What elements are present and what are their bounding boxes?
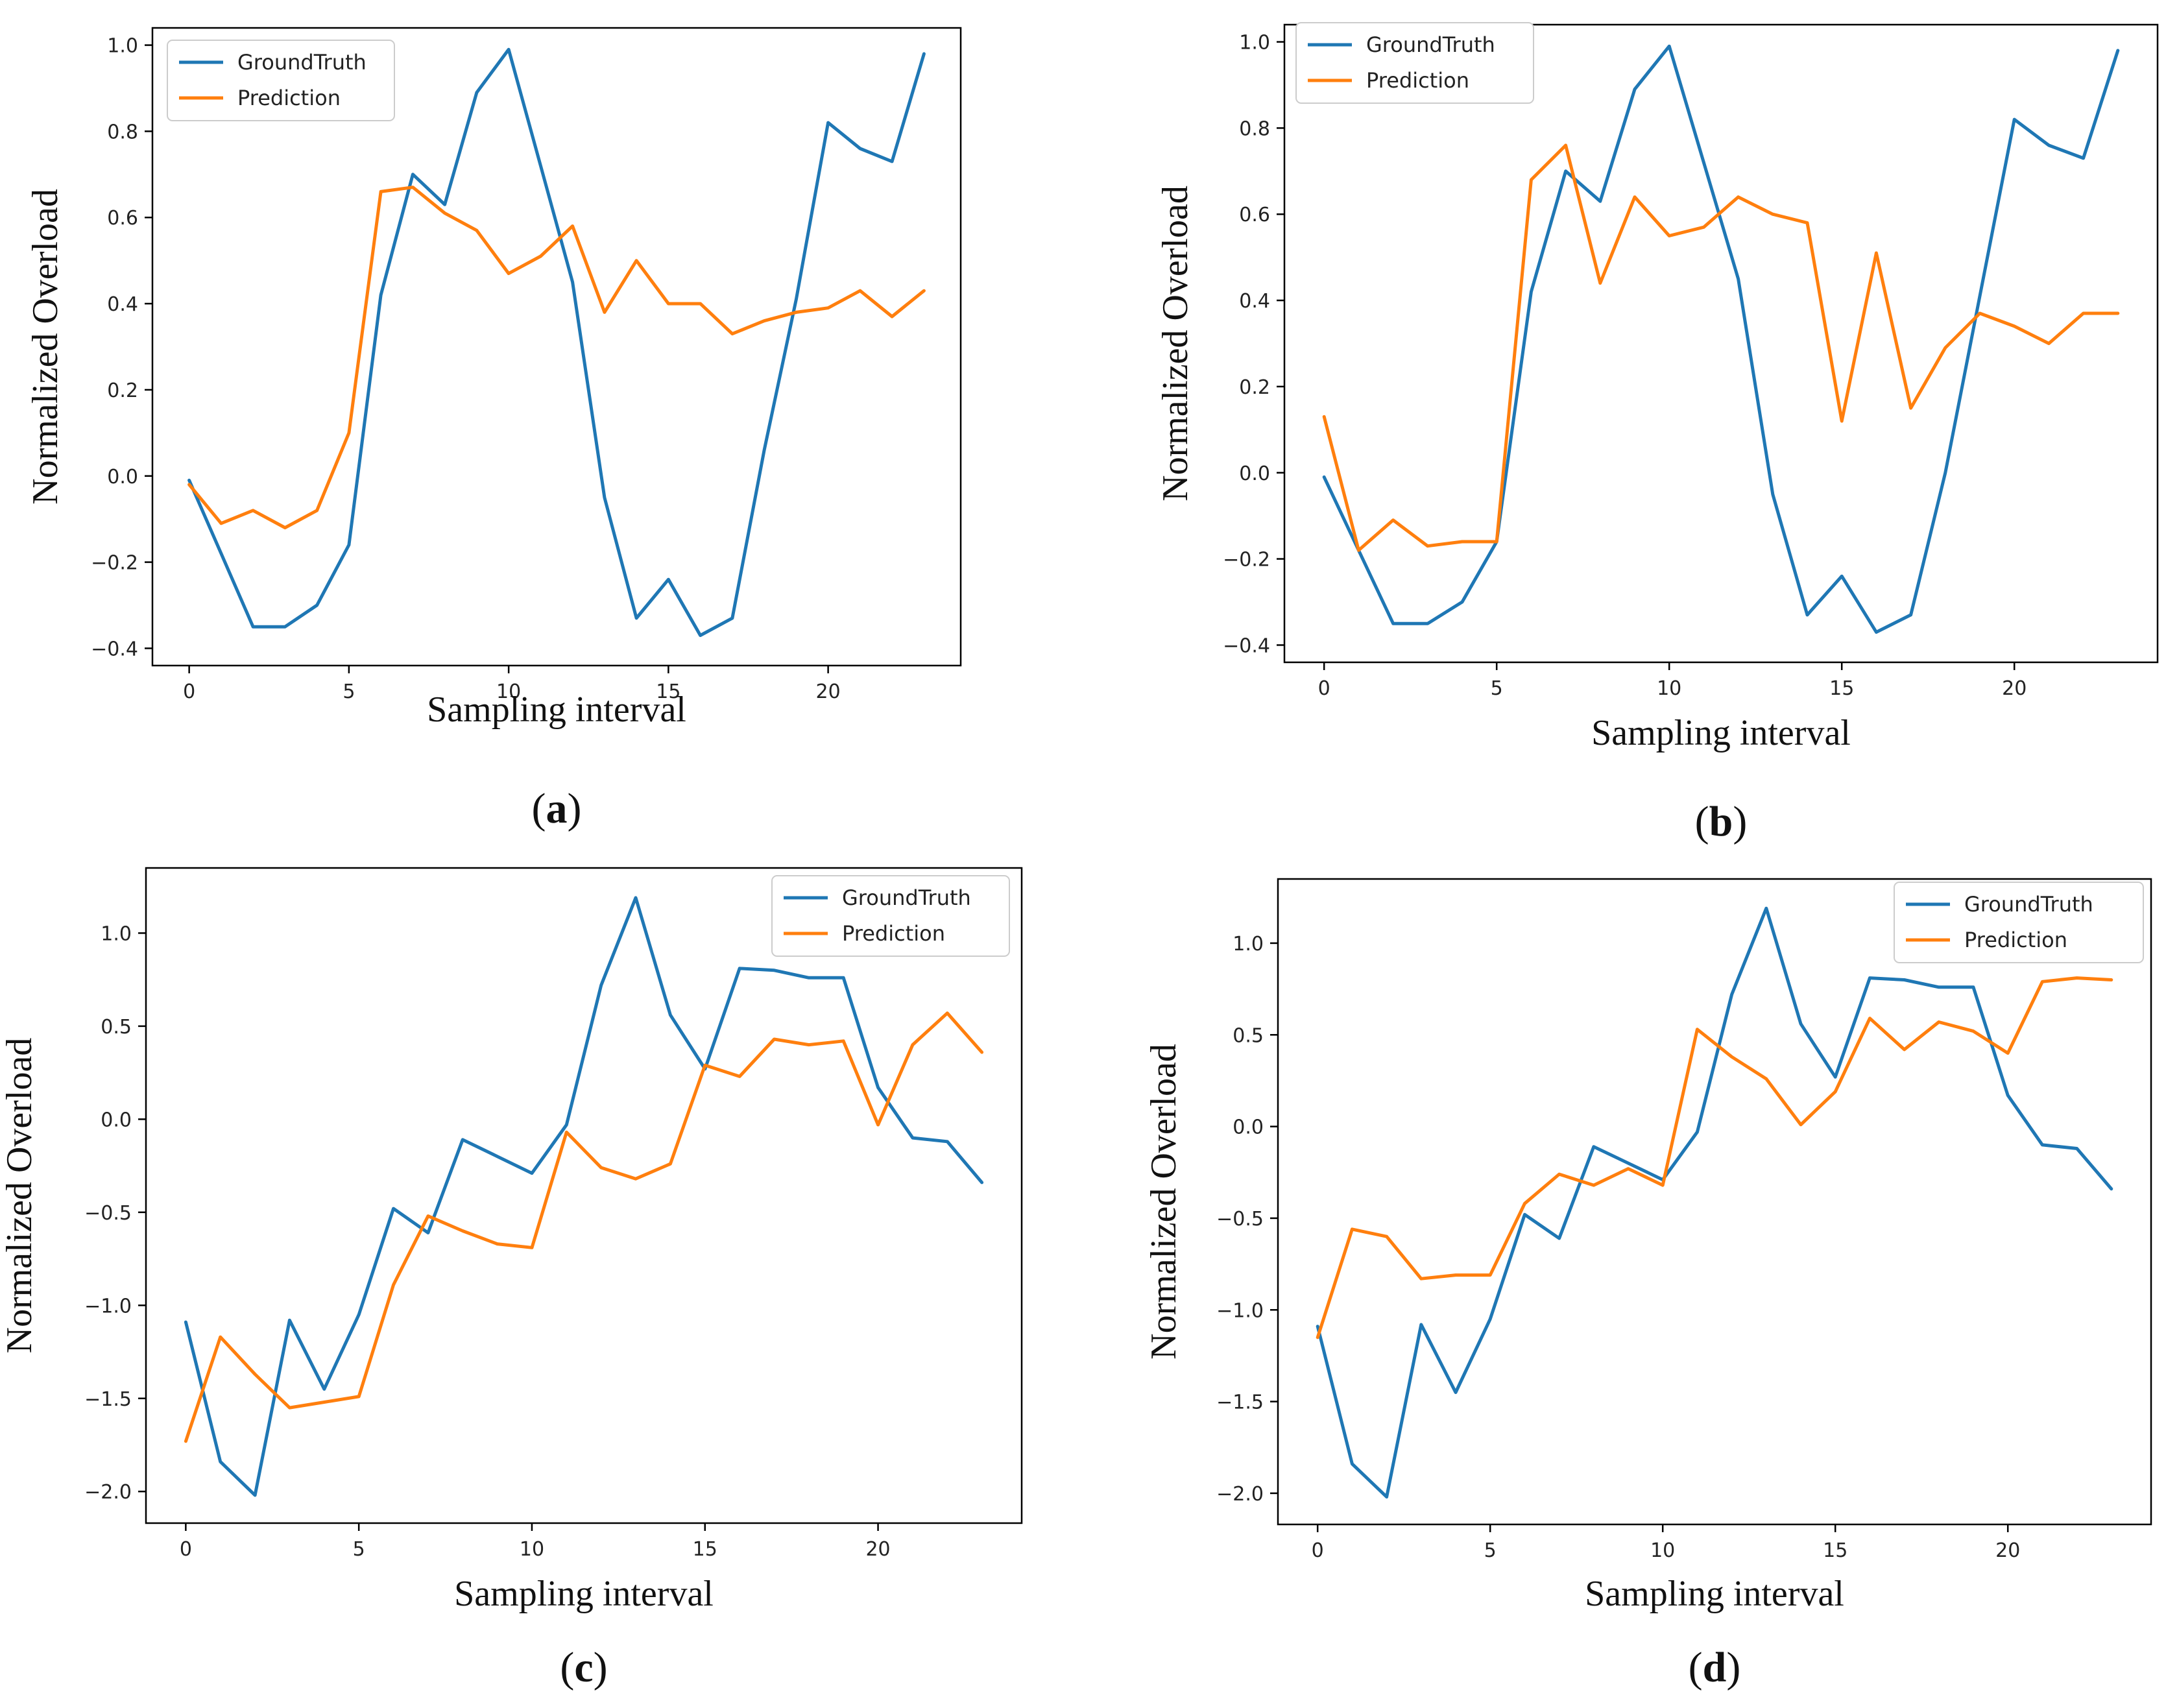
legend-box	[771, 875, 1010, 957]
series-line-prediction	[187, 186, 926, 529]
y-tick-label: 0.8	[107, 121, 138, 143]
y-axis-title: Normalized Overload	[1155, 186, 1196, 501]
y-tick-label: 0.5	[101, 1016, 132, 1039]
y-tick-label: 0.8	[1239, 117, 1270, 140]
x-tick-label: 10	[496, 680, 521, 703]
y-tick-label: −0.2	[91, 552, 138, 575]
y-tick-label: 0.0	[1233, 1116, 1264, 1139]
x-axis-title: Sampling interval	[454, 1574, 714, 1614]
y-tick-label: 0.0	[107, 466, 138, 488]
y-tick-label: −0.4	[91, 638, 138, 660]
legend: GroundTruth Prediction	[167, 40, 395, 121]
y-tick-label: −1.5	[1216, 1391, 1264, 1414]
x-tick-label: 20	[1995, 1539, 2020, 1562]
plot-frame	[145, 867, 1023, 1524]
legend-label-prediction: Prediction	[842, 921, 945, 946]
chart-panel-a: 0 5 10 15 20 −0.4 −0.2 0.0 0.2 0.4 0.6 0.8 1.0 Sampli…	[25, 27, 962, 832]
y-tick-label: −2.0	[84, 1481, 132, 1504]
legend: GroundTruth Prediction	[1295, 22, 1534, 104]
x-tick-label: 15	[693, 1538, 717, 1561]
y-tick-label: 0.0	[101, 1109, 132, 1131]
y-axis-title: Normalized Overload	[1144, 1044, 1184, 1360]
x-axis-title: Sampling interval	[427, 690, 686, 730]
x-tick-label: 10	[520, 1538, 544, 1561]
x-axis-title: Sampling interval	[1585, 1574, 1844, 1614]
x-tick-label: 10	[1657, 677, 1681, 700]
series-line-groundtruth	[187, 47, 926, 637]
x-tick-label: 0	[1318, 677, 1330, 700]
x-tick-label: 0	[1312, 1539, 1324, 1562]
legend-box	[1894, 882, 2144, 963]
series-line-groundtruth	[1322, 44, 2120, 634]
x-tick-label: 0	[180, 1538, 192, 1561]
y-tick-label: 0.0	[1239, 463, 1270, 485]
x-tick-label: 5	[353, 1538, 365, 1561]
x-tick-label: 5	[1484, 1539, 1497, 1562]
chart-panel-b: 0 5 10 15 20 −0.4 −0.2 0.0 0.2 0.4 0.6 0.8 1.0 Sampli…	[1155, 22, 2159, 845]
y-tick-label: −1.0	[84, 1295, 132, 1317]
panel-label: (a)	[532, 785, 582, 832]
chart-panel-d: 0 5 10 15 20 −2.0 −1.5 −1.0 −0.5 0.0 0.5 1.0 Samplin…	[1144, 878, 2152, 1691]
legend-label-prediction: Prediction	[1366, 68, 1469, 93]
legend-label-prediction: Prediction	[237, 86, 341, 110]
series-line-prediction	[1322, 143, 2120, 552]
y-axis-title: Normalized Overload	[25, 189, 66, 505]
series-line-groundtruth	[1316, 906, 2113, 1499]
legend-label-groundtruth: GroundTruth	[1366, 32, 1495, 57]
y-tick-label: 0.6	[107, 207, 138, 230]
x-tick-label: 0	[183, 680, 195, 703]
x-tick-label: 15	[1829, 677, 1854, 700]
chart-panel-c: 0 5 10 15 20 −2.0 −1.5 −1.0 −0.5 0.0 0.5 1.0 Samplin…	[0, 867, 1023, 1691]
y-tick-label: −1.0	[1216, 1299, 1264, 1322]
panel-label: (d)	[1689, 1644, 1741, 1691]
x-tick-label: 15	[656, 680, 680, 703]
x-tick-label: 5	[343, 680, 355, 703]
x-tick-label: 15	[1823, 1539, 1847, 1562]
y-tick-label: 1.0	[1233, 933, 1264, 956]
y-tick-label: 0.6	[1239, 204, 1270, 226]
y-tick-label: −1.5	[84, 1388, 132, 1411]
y-axis-title: Normalized Overload	[0, 1038, 40, 1354]
legend-box	[167, 40, 395, 121]
y-tick-label: −0.2	[1223, 549, 1270, 571]
panel-label: (b)	[1695, 798, 1748, 845]
panel-label: (c)	[560, 1644, 607, 1691]
legend: GroundTruth Prediction	[1894, 882, 2144, 963]
x-tick-label: 20	[2002, 677, 2027, 700]
series-line-prediction	[1316, 976, 2113, 1340]
plot-frame	[1283, 23, 2159, 664]
plot-frame	[1277, 878, 2152, 1526]
y-tick-label: 0.2	[107, 379, 138, 402]
y-tick-label: 1.0	[1239, 32, 1270, 54]
series-line-groundtruth	[184, 896, 984, 1497]
legend-label-groundtruth: GroundTruth	[237, 50, 367, 75]
y-tick-label: −2.0	[1216, 1483, 1264, 1506]
y-tick-label: 0.2	[1239, 376, 1270, 399]
legend: GroundTruth Prediction	[771, 875, 1010, 957]
plot-frame	[151, 27, 962, 667]
legend-label-groundtruth: GroundTruth	[842, 885, 971, 910]
legend-label-prediction: Prediction	[1964, 928, 2067, 952]
x-axis-title: Sampling interval	[1591, 713, 1851, 753]
y-tick-label: 1.0	[101, 922, 132, 945]
y-tick-label: −0.4	[1223, 634, 1270, 657]
y-tick-label: 0.4	[107, 293, 138, 316]
x-tick-label: 10	[1650, 1539, 1675, 1562]
x-tick-label: 20	[865, 1538, 890, 1561]
y-tick-label: −0.5	[1216, 1208, 1264, 1231]
series-line-prediction	[184, 1011, 984, 1443]
legend-label-groundtruth: GroundTruth	[1964, 892, 2093, 917]
x-tick-label: 20	[816, 680, 841, 703]
legend-box	[1295, 22, 1534, 104]
x-tick-label: 5	[1491, 677, 1503, 700]
y-tick-label: 0.5	[1233, 1024, 1264, 1047]
y-tick-label: 0.4	[1239, 290, 1270, 313]
y-tick-label: 1.0	[107, 35, 138, 58]
y-tick-label: −0.5	[84, 1202, 132, 1225]
